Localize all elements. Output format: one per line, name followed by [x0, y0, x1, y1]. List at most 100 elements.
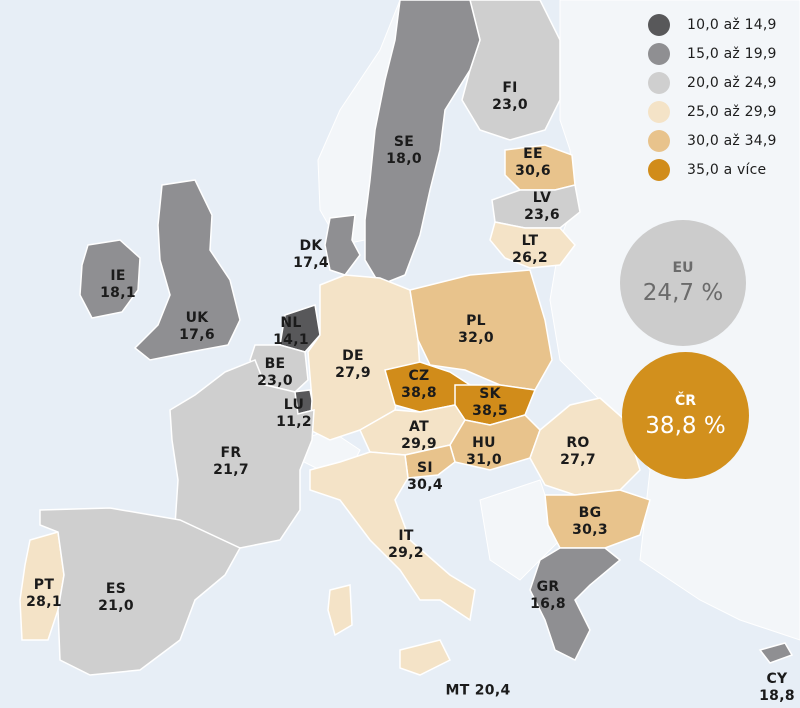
country-value: 31,0: [466, 452, 502, 468]
country-label-LV: LV 23,6: [524, 190, 560, 224]
legend-item: 10,0 až 14,9: [648, 10, 798, 39]
country-value: 21,0: [98, 598, 134, 614]
country-IE: [79, 239, 141, 319]
legend-label: 30,0 až 34,9: [687, 132, 777, 149]
country-code: FI: [502, 80, 518, 96]
country-label-AT: AT 29,9: [401, 419, 437, 453]
legend-item: 35,0 a více: [648, 155, 798, 184]
country-CY: [758, 642, 794, 664]
legend-label: 10,0 až 14,9: [687, 16, 777, 33]
country-UK: [133, 179, 241, 361]
legend-item: 25,0 až 29,9: [648, 97, 798, 126]
country-code: CY: [766, 671, 788, 687]
legend-item: 20,0 až 24,9: [648, 68, 798, 97]
country-FR: [169, 359, 315, 549]
legend-label: 20,0 až 24,9: [687, 74, 777, 91]
country-value: 20,4: [474, 682, 511, 699]
country-value: 23,6: [524, 207, 560, 223]
legend: 10,0 až 14,9 15,0 až 19,9 20,0 až 24,9 2…: [648, 10, 798, 184]
country-value: 18,0: [386, 151, 422, 167]
country-code: LV: [532, 190, 552, 206]
country-value: 29,2: [388, 545, 424, 561]
country-value: 30,3: [572, 522, 608, 538]
country-GR: [529, 547, 622, 662]
country-code: GR: [536, 579, 560, 595]
country-code: BE: [264, 356, 286, 372]
eu-label: EU: [672, 260, 694, 276]
country-RO: [529, 397, 641, 496]
country-label-RO: RO 27,7: [560, 435, 596, 469]
country-code: AT: [409, 419, 429, 435]
country-code: RO: [566, 435, 590, 451]
country-code: ES: [105, 581, 127, 597]
legend-label: 35,0 a více: [687, 161, 767, 178]
country-code: LU: [283, 397, 305, 413]
country-value: 17,4: [293, 255, 329, 271]
country-label-DE: DE 27,9: [335, 348, 371, 382]
country-code: FR: [220, 445, 242, 461]
country-value: 26,2: [512, 250, 548, 266]
country-IT: [309, 451, 476, 622]
country-label-EE: EE 30,6: [515, 146, 551, 180]
country-value: 30,6: [515, 163, 551, 179]
country-label-DK: DK 17,4: [293, 238, 329, 272]
country-value: 29,9: [401, 436, 437, 452]
country-value: 27,7: [560, 452, 596, 468]
country-code: LT: [521, 233, 539, 249]
country-code: NL: [280, 315, 302, 331]
country-code: PT: [33, 577, 55, 593]
country-code: DE: [342, 348, 364, 364]
legend-swatch: [648, 100, 670, 123]
country-label-LU: LU 11,2: [276, 397, 312, 431]
country-label-IT: IT 29,2: [388, 528, 424, 562]
country-label-SE: SE 18,0: [386, 134, 422, 168]
country-value: 21,7: [213, 462, 249, 478]
country-code: CZ: [408, 368, 430, 384]
country-label-LT: LT 26,2: [512, 233, 548, 267]
eu-average-circle: EU 24,7 %: [620, 220, 746, 346]
legend-swatch: [648, 71, 670, 94]
country-label-MT: MT 20,4: [445, 683, 510, 700]
country-label-NL: NL 14,1: [273, 315, 309, 349]
country-DK: [324, 214, 361, 276]
country-value: 18,1: [100, 285, 136, 301]
country-label-IE: IE 18,1: [100, 268, 136, 302]
country-ES: [39, 507, 242, 676]
country-BG: [544, 489, 651, 549]
country-value: 30,4: [407, 477, 443, 493]
eu-value: 24,7 %: [642, 280, 724, 306]
country-label-FI: FI 23,0: [492, 80, 528, 114]
country-value: 38,8: [401, 385, 437, 401]
country-code: SE: [393, 134, 415, 150]
country-value: 14,1: [273, 332, 309, 348]
legend-label: 15,0 až 19,9: [687, 45, 777, 62]
legend-swatch: [648, 13, 670, 36]
country-value: 32,0: [458, 330, 494, 346]
country-label-CY: CY 18,8: [759, 671, 795, 705]
country-label-SI: SI 30,4: [407, 460, 443, 494]
country-value: 18,8: [759, 688, 795, 704]
country-label-GR: GR 16,8: [530, 579, 566, 613]
island-sicily: [399, 639, 452, 676]
country-value: 11,2: [276, 414, 312, 430]
cr-label: ČR: [674, 392, 697, 409]
country-label-ES: ES 21,0: [98, 581, 134, 615]
country-label-FR: FR 21,7: [213, 445, 249, 479]
country-label-PL: PL 32,0: [458, 313, 494, 347]
country-code: HU: [472, 435, 496, 451]
country-value: 27,9: [335, 365, 371, 381]
country-value: 17,6: [179, 327, 215, 343]
legend-item: 15,0 až 19,9: [648, 39, 798, 68]
country-label-UK: UK 17,6: [179, 310, 215, 344]
country-SE: [364, 0, 481, 286]
country-code: PL: [466, 313, 486, 329]
cr-value: 38,8 %: [645, 412, 726, 439]
country-code: UK: [185, 310, 209, 326]
legend-item: 30,0 až 34,9: [648, 126, 798, 155]
country-label-PT: PT 28,1: [26, 577, 62, 611]
country-code: SK: [479, 386, 501, 402]
legend-swatch: [648, 158, 670, 181]
country-label-HU: HU 31,0: [466, 435, 502, 469]
island-sardinia: [327, 584, 353, 637]
